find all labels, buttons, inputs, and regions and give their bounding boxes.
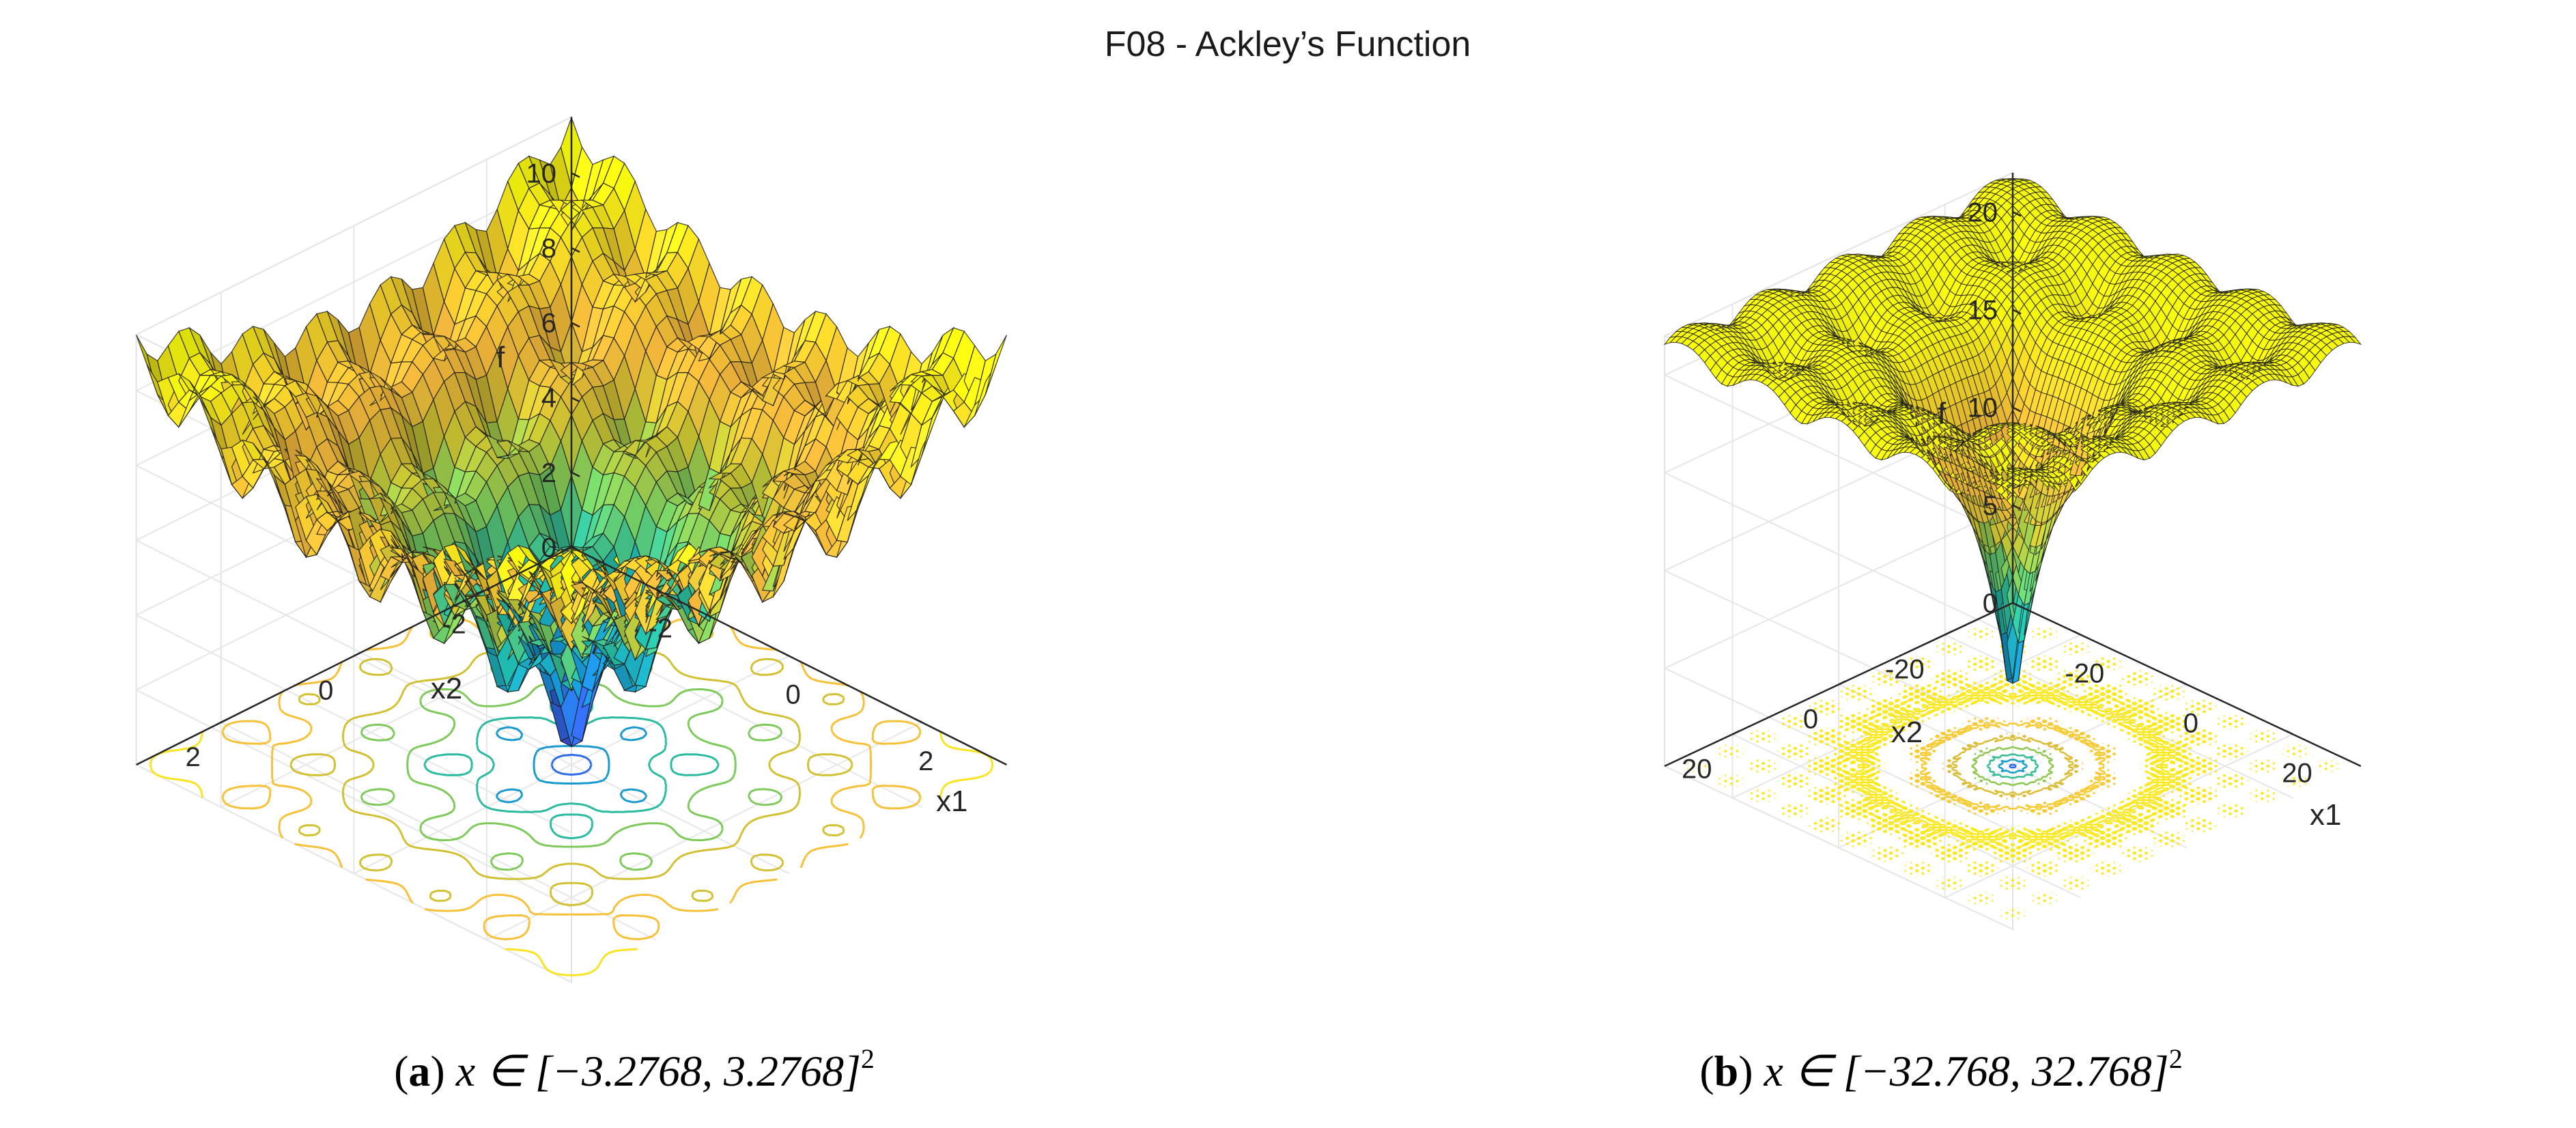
panel-a-x2-tick-label: -2 <box>442 609 466 639</box>
panel-a-caption-sup: 2 <box>861 1043 875 1074</box>
panel-a: 0 2 4 6 8 10 -2 0 2 -2 0 2 x1 x2 f (a) x ∈ [−3.2768… <box>135 115 1007 1095</box>
panel-a-x2-tick-label: 2 <box>186 742 201 772</box>
panel-a-contour-line <box>550 754 593 776</box>
panel-a-caption-label: a <box>408 1047 430 1095</box>
panel-a-caption-range: x ∈ [−3.2768, 3.2768] <box>455 1047 861 1095</box>
panel-a-z-tick-label: 4 <box>541 383 556 413</box>
panel-a-x1-tick-label: 0 <box>786 680 801 710</box>
panel-a-x1-tick-label: -2 <box>648 613 673 643</box>
panel-a-surface <box>136 116 1007 748</box>
panel-a-x2-tick-label: 0 <box>318 676 333 706</box>
panel-a-z-tick-label: 10 <box>526 159 557 189</box>
panel-a-x1-label: x1 <box>936 785 967 818</box>
panel-a-z-tick-label: 0 <box>541 533 556 563</box>
panel-a-z-tick-label: 8 <box>541 234 556 264</box>
figure-title: F08 - Ackley’s Function <box>1105 25 1471 64</box>
panel-a-contour-line <box>496 726 647 804</box>
panel-a-caption: (a) x ∈ [−3.2768, 3.2768]2 <box>394 1043 875 1095</box>
panel-a-z-tick-label: 6 <box>541 309 556 339</box>
panel-a-contour-line <box>423 690 720 839</box>
panel-a-x1-tick-label: 2 <box>918 746 933 776</box>
panel-a-x2-label: x2 <box>431 672 462 705</box>
panel-a-f-label: f <box>496 341 505 374</box>
panel-a-z-tick-label: 2 <box>541 458 556 488</box>
